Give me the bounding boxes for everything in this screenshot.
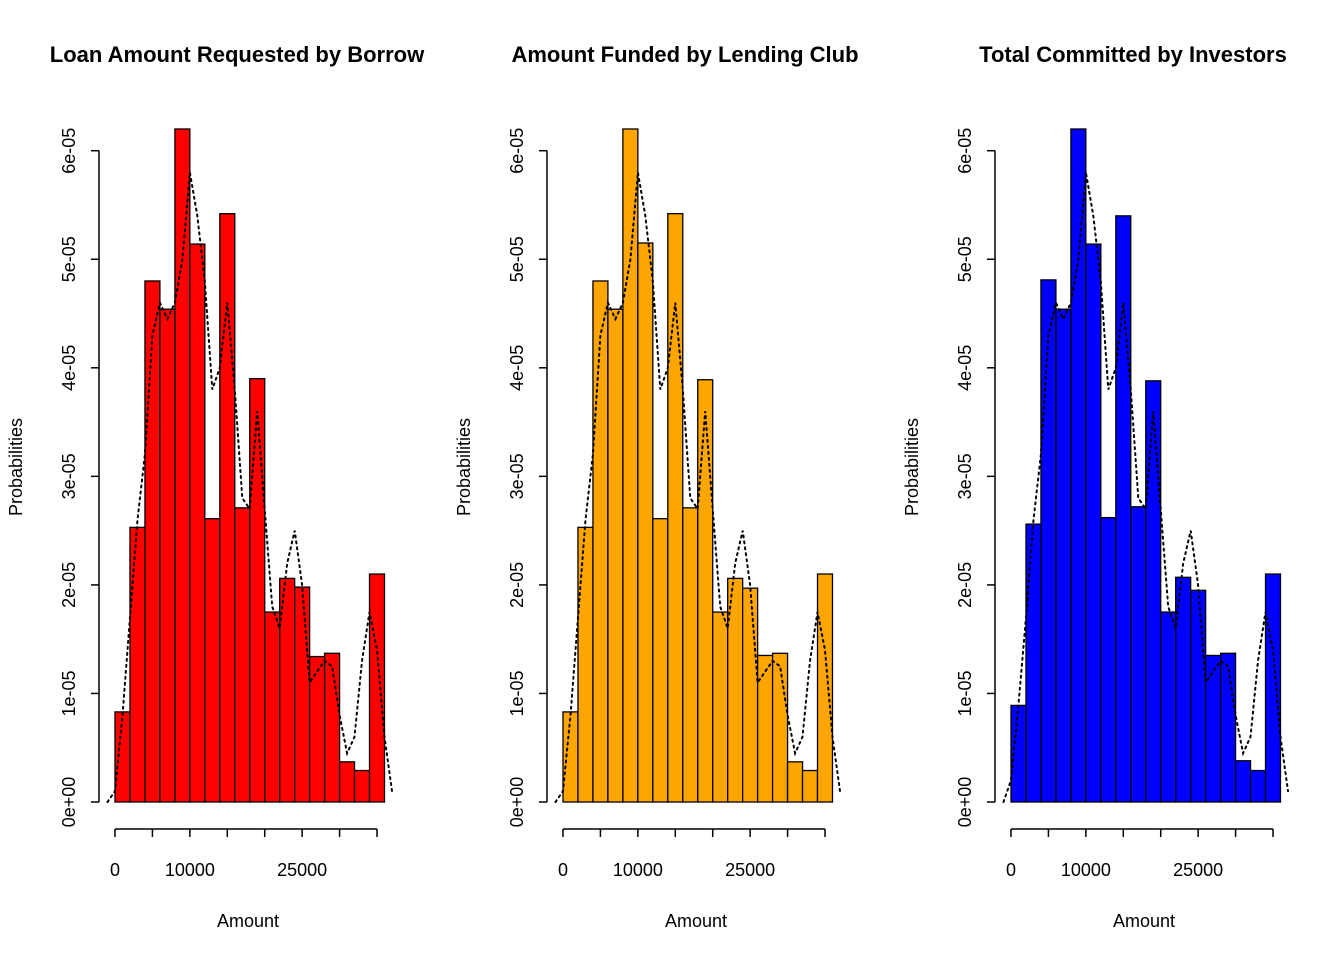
y-tick-label: 0e+00 [507,777,527,828]
chart-title: Amount Funded by Lending Club [511,42,858,67]
histogram-bar [712,611,729,803]
histogram-bar [294,586,311,803]
y-tick-label: 3e-05 [955,453,975,499]
chart-title: Total Committed by Investors [979,42,1287,67]
x-tick-label: 10000 [1061,860,1111,880]
histogram-bar [652,518,669,803]
histogram-bar [1204,654,1222,803]
histogram-bar [697,379,714,803]
histogram-bar [204,518,221,803]
histogram-bar [1085,243,1102,803]
histogram-bar [144,280,161,803]
histogram-bar [1219,652,1237,803]
y-axis-label: Probabilities [902,418,922,516]
density-line [554,172,841,803]
histogram-bar [264,611,281,803]
x-tick-label: 25000 [1173,860,1223,880]
histogram-bar [1130,506,1147,803]
histogram-bar [189,243,206,803]
y-tick-label: 6e-05 [59,128,79,174]
y-tick-label: 1e-05 [507,670,527,716]
y-axis-label: Probabilities [454,418,474,516]
histogram-bar [1040,279,1057,803]
histogram-bar [1100,516,1117,803]
density-line [1002,172,1289,803]
y-tick-label: 4e-05 [507,345,527,391]
y-tick-label: 1e-05 [59,670,79,716]
x-tick-label: 10000 [613,860,663,880]
y-tick-label: 4e-05 [955,345,975,391]
x-tick-label: 0 [1006,860,1016,880]
histogram-bar [174,128,191,803]
histogram-bar [592,280,609,803]
chart-panel-2: Amount Funded by Lending Club 0e+00 1e-05 2… [454,42,859,931]
x-tick-label: 25000 [725,860,775,880]
y-tick-label: 6e-05 [955,128,975,174]
histogram-bar [129,526,146,803]
histogram-bar [323,652,341,803]
histogram-bar [353,769,371,803]
chart-panel-3: Total Committed by Investors 0e+00 1e-05 2e… [902,42,1289,931]
histogram-bar [1070,128,1087,803]
histogram-bar [756,654,774,803]
x-tick-label: 25000 [277,860,327,880]
histogram-bar [249,378,266,803]
x-tick-label: 10000 [165,860,215,880]
histogram-bar [801,769,819,803]
density-line [106,172,393,803]
histogram-bar [338,761,356,803]
histogram-bar [816,573,834,803]
histogram-bar [682,507,699,803]
y-tick-label: 6e-05 [507,128,527,174]
y-tick-label: 5e-05 [59,236,79,282]
y-tick-label: 5e-05 [507,236,527,282]
chart-panel-1: Loan Amount Requested by Borrow 0e+00 1e-0… [6,42,425,931]
histogram-bar [667,213,684,803]
y-tick-label: 4e-05 [59,345,79,391]
histogram-bar [234,507,251,803]
histogram-bar [577,526,594,803]
histogram-bar [1190,589,1207,803]
histogram-bar [786,761,804,803]
x-axis-label: Amount [1113,911,1175,931]
histogram-bar [607,308,624,803]
histogram-bar [159,308,176,803]
histogram-bar [219,213,236,803]
histogram-bar [1264,573,1282,803]
histogram-bar [1055,308,1072,803]
x-axis-label: Amount [665,911,727,931]
histogram-bar [1025,523,1042,803]
y-tick-label: 0e+00 [955,777,975,828]
y-tick-label: 2e-05 [955,562,975,608]
y-tick-label: 2e-05 [59,562,79,608]
histogram-bar [1145,380,1162,803]
y-tick-label: 1e-05 [955,670,975,716]
histogram-bar [1234,760,1252,803]
y-tick-label: 2e-05 [507,562,527,608]
y-axis-label: Probabilities [6,418,26,516]
y-tick-label: 3e-05 [507,453,527,499]
x-tick-label: 0 [110,860,120,880]
y-tick-label: 3e-05 [59,453,79,499]
x-tick-label: 0 [558,860,568,880]
histogram-bar [1249,769,1267,803]
histogram-bar [771,652,789,803]
chart-title: Loan Amount Requested by Borrow [50,42,425,67]
histogram-bar [368,573,386,803]
y-tick-label: 0e+00 [59,777,79,828]
histogram-bar [637,242,654,803]
histogram-bar [742,587,759,803]
y-tick-label: 5e-05 [955,236,975,282]
histogram-bar [1160,611,1177,803]
x-axis-label: Amount [217,911,279,931]
histogram-bar [622,128,639,803]
